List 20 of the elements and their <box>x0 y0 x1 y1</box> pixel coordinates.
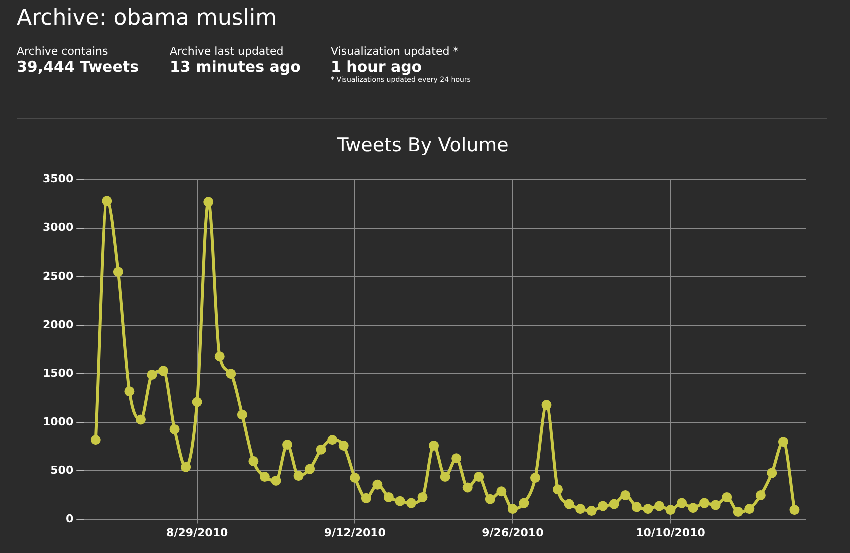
text: Archive contains <box>17 45 110 58</box>
text: 13 minutes ago <box>170 58 302 76</box>
y-tick-label: 3000 <box>42 221 74 234</box>
text: Archive last updated <box>170 45 285 58</box>
x-tick-label: 10/10/2010 <box>636 526 706 540</box>
chart-subtitle: Tweets By Volume <box>336 134 509 156</box>
x-tick-label: 9/26/2010 <box>482 526 544 540</box>
text: 39,444 Tweets <box>17 58 140 76</box>
text: 1 hour ago <box>331 58 424 76</box>
y-tick-label: 3500 <box>42 172 74 186</box>
y-tick-label: 0 <box>66 512 74 526</box>
y-tick-label: 500 <box>50 464 74 478</box>
chart-title: Archive: obama muslim <box>17 6 278 31</box>
text: Visualization updated * <box>331 45 460 58</box>
y-tick-label: 2000 <box>42 318 74 332</box>
x-tick-label: 9/12/2010 <box>324 526 386 540</box>
x-tick-label: 8/29/2010 <box>166 526 228 540</box>
y-tick-label: 1000 <box>42 416 74 429</box>
y-tick-label: 2500 <box>42 270 74 283</box>
y-tick-label: 1500 <box>42 366 74 380</box>
